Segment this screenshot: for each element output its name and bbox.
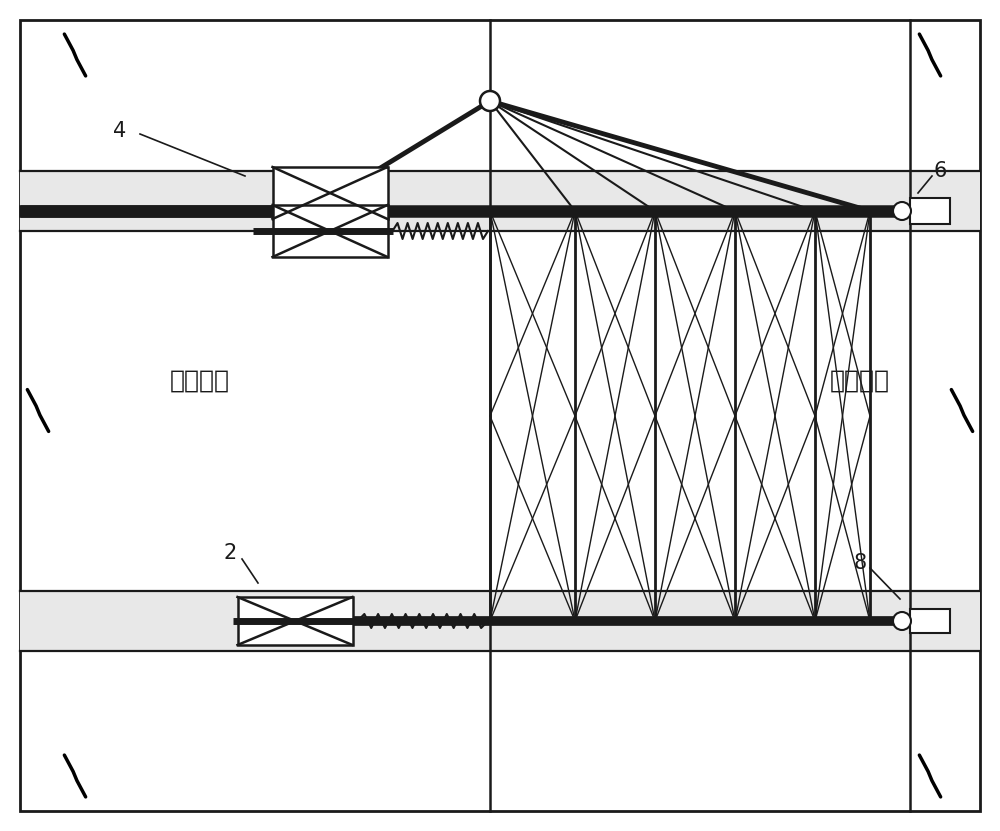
Text: 客船船艙: 客船船艙 <box>830 369 890 393</box>
Circle shape <box>893 202 911 220</box>
Bar <box>272 205 388 257</box>
Bar <box>910 198 950 224</box>
Circle shape <box>480 91 500 111</box>
Text: 4: 4 <box>113 121 127 141</box>
Text: 6: 6 <box>933 161 947 181</box>
Bar <box>20 171 980 231</box>
Text: 8: 8 <box>853 553 867 573</box>
Bar <box>272 167 388 219</box>
Bar <box>238 597 352 645</box>
Text: 登船平台: 登船平台 <box>170 369 230 393</box>
Bar <box>910 609 950 633</box>
Text: 2: 2 <box>223 543 237 563</box>
Bar <box>20 591 980 651</box>
Circle shape <box>893 612 911 630</box>
